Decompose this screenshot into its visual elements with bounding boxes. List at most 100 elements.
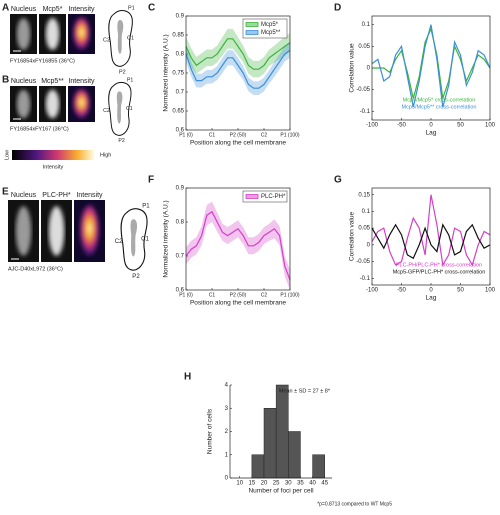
diagram-label: C1 xyxy=(126,106,133,112)
x-axis-label: Position along the cell membrane xyxy=(190,140,286,147)
y-tick-label: 3 xyxy=(225,406,229,412)
y-tick-label: 0.05 xyxy=(358,226,370,232)
legend-label: Mcp5/Mcp5* cross-correlation xyxy=(403,97,476,103)
y-tick-label: 0.8 xyxy=(176,220,185,226)
x-tick-label: C2 xyxy=(261,132,268,138)
series-line xyxy=(371,24,491,108)
fluorescence-signal xyxy=(16,18,31,50)
panel-letter: B xyxy=(2,75,9,86)
y-tick-label: 0.7 xyxy=(176,254,185,260)
x-tick-label: P1 (0) xyxy=(179,292,193,298)
histogram-bar xyxy=(275,384,289,479)
x-tick-label: 35 xyxy=(297,481,304,487)
colorbar-high: High xyxy=(100,152,111,158)
x-tick-label: 30 xyxy=(285,481,292,487)
series-line xyxy=(371,223,491,260)
x-tick-label: -50 xyxy=(397,123,406,129)
diagram-label: C1 xyxy=(141,237,149,243)
x-tick-label: 0 xyxy=(429,288,433,294)
series-line xyxy=(372,27,491,99)
y-tick-label: 0.9 xyxy=(176,186,185,192)
diagram-label: P1 xyxy=(128,5,135,11)
plot-frame xyxy=(371,187,491,286)
x-axis-label: Position along the cell membrane xyxy=(190,300,286,307)
y-axis-label: Number of cells xyxy=(207,408,214,454)
y-tick-label: 0.15 xyxy=(358,192,370,198)
histogram-bar xyxy=(251,454,265,479)
x-tick-label: 0 xyxy=(429,123,433,129)
image-caption: FY16854xFY16855 (36°C) xyxy=(10,58,75,64)
y-tick-label: 0.05 xyxy=(358,44,370,50)
nucleus-shape xyxy=(116,91,123,124)
y-tick-label: 0.65 xyxy=(172,109,184,115)
image-header: Nucleus xyxy=(11,6,37,13)
y-tick-label: 0 xyxy=(367,242,371,248)
y-tick-label: 0.75 xyxy=(172,71,184,77)
x-tick-label: 100 xyxy=(485,123,496,129)
x-tick-label: 45 xyxy=(321,481,328,487)
histogram-bar xyxy=(263,408,277,479)
image-header: Mcp5** xyxy=(41,78,64,85)
image-header: Intensity xyxy=(76,192,103,199)
intensity-signal xyxy=(72,17,91,51)
x-tick-label: -100 xyxy=(366,123,379,129)
x-tick-label: P1 (100) xyxy=(280,132,300,138)
y-tick-label: 0 xyxy=(367,66,371,72)
legend-swatch xyxy=(245,22,259,27)
legend-box xyxy=(242,190,288,203)
legend-label: Mcp5* xyxy=(261,22,279,28)
legend-label: Mcp5/Mcp5** cross-correlation xyxy=(402,104,477,110)
y-tick-label: 0.85 xyxy=(172,33,184,39)
error-band xyxy=(186,201,290,290)
y-axis-label: Correlation value xyxy=(349,212,356,262)
x-tick-label: C1 xyxy=(209,132,216,138)
fluorescence-signal xyxy=(15,206,32,256)
series-line xyxy=(185,49,291,89)
intensity-signal xyxy=(79,204,100,258)
diagram-label: P2 xyxy=(132,274,140,280)
fluorescence-signal xyxy=(16,89,31,119)
series-line xyxy=(185,210,291,281)
cell-diagram: P1 C2 C1 P2 xyxy=(103,77,133,144)
x-tick-label: 10 xyxy=(236,481,243,487)
x-tick-label: P1 (0) xyxy=(179,132,193,138)
y-tick-label: -0.05 xyxy=(356,87,370,93)
series-line xyxy=(371,194,491,267)
colorbar-low: Low xyxy=(4,150,10,160)
image-header: Nucleus xyxy=(11,192,37,199)
cell-outline xyxy=(108,10,133,67)
x-tick-label: P2 (50) xyxy=(230,132,247,138)
x-tick-label: P2 (50) xyxy=(230,292,247,298)
x-axis-label: Number of foci per cell xyxy=(248,488,314,495)
panel-letter: G xyxy=(334,175,342,186)
panel-letter: A xyxy=(2,3,9,14)
nucleus-shape xyxy=(117,20,124,54)
y-tick-label: 0.1 xyxy=(362,22,371,28)
y-tick-label: 0 xyxy=(225,476,229,482)
colorbar xyxy=(12,150,94,160)
x-tick-label: 25 xyxy=(273,481,280,487)
fluorescence-signal xyxy=(45,89,60,119)
annotation: *p=0.8713 compared to WT Mcp5 xyxy=(317,501,392,507)
panel-letter: C xyxy=(148,3,155,14)
y-axis-label: Correlation value xyxy=(349,43,356,93)
x-tick-label: 20 xyxy=(261,481,268,487)
x-tick-label: 15 xyxy=(249,481,256,487)
nucleus-shape xyxy=(130,219,138,257)
x-tick-label: C2 xyxy=(261,292,268,298)
y-tick-label: -0.05 xyxy=(356,259,370,265)
y-tick-label: 0.7 xyxy=(176,90,185,96)
image-caption: AJC-D40xL972 (36°C) xyxy=(8,266,63,272)
legend-label: Mcp5-GFP/PLC-PH* cross-correlation xyxy=(393,269,486,275)
diagram-label: C2 xyxy=(115,239,123,245)
y-tick-label: 0.1 xyxy=(362,209,371,215)
y-tick-label: 0.8 xyxy=(176,52,185,58)
image-header: Intensity xyxy=(68,6,95,13)
y-tick-label: 1 xyxy=(225,452,229,458)
x-tick-label: 50 xyxy=(457,123,464,129)
x-tick-label: -100 xyxy=(366,288,379,294)
image-header: PLC-PH* xyxy=(42,192,71,199)
legend-label: Mcp5** xyxy=(261,30,281,36)
panel-letter: E xyxy=(2,187,9,198)
